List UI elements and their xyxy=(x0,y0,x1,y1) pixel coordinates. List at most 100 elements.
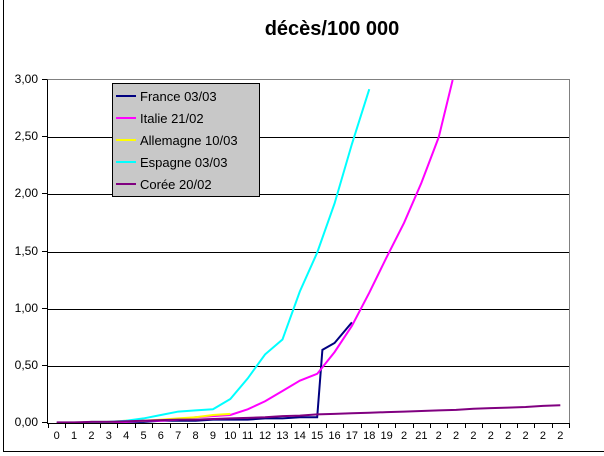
series-line-france xyxy=(57,322,352,423)
legend-item: France 03/03 xyxy=(116,85,259,107)
y-tick-label: 1,00 xyxy=(14,300,38,315)
y-tick-mark xyxy=(42,364,47,366)
x-tick-mark xyxy=(169,423,171,428)
x-tick-label: 10 xyxy=(224,430,237,442)
x-tick-label: 2 xyxy=(539,430,546,442)
x-tick-mark xyxy=(516,423,518,428)
x-tick-label: 2 xyxy=(470,430,477,442)
x-tick-label: 4 xyxy=(123,430,130,442)
x-tick-mark xyxy=(82,423,84,428)
y-tick-label: 3,00 xyxy=(14,72,38,86)
legend-swatch xyxy=(116,183,136,185)
x-tick-label: 6 xyxy=(157,430,164,442)
y-tick-mark xyxy=(42,422,47,423)
x-tick-label: 2 xyxy=(400,430,408,442)
gridline xyxy=(48,137,569,139)
x-tick-label: 15 xyxy=(311,430,324,442)
x-tick-mark xyxy=(343,423,345,428)
legend-swatch xyxy=(116,95,136,97)
x-tick-label: 5 xyxy=(140,430,147,442)
gridline xyxy=(48,365,569,367)
legend-swatch xyxy=(116,117,136,119)
x-tick-label: 16 xyxy=(328,430,341,442)
x-tick-label: 18 xyxy=(363,430,376,442)
x-tick-label: 2 xyxy=(505,430,512,442)
legend-item: Espagne 03/03 xyxy=(116,151,259,173)
x-tick-label: 2 xyxy=(522,430,529,442)
legend: France 03/03 Italie 21/02 Allemagne 10/03 E… xyxy=(112,83,260,197)
legend-item: Corée 20/02 xyxy=(116,173,259,195)
x-tick-label: 21 xyxy=(415,430,428,442)
legend-item: Allemagne 10/03 xyxy=(116,129,259,151)
x-tick-mark xyxy=(551,423,553,428)
x-tick-mark xyxy=(482,423,484,428)
gridline xyxy=(48,194,569,196)
x-tick-label: 14 xyxy=(293,430,306,442)
x-tick-mark xyxy=(360,423,362,428)
x-tick-label: 11 xyxy=(242,430,254,442)
legend-swatch xyxy=(116,161,136,163)
gridline xyxy=(48,251,569,253)
x-tick-mark xyxy=(447,423,449,428)
legend-label: Corée 20/02 xyxy=(140,176,212,192)
legend-label: Italie 21/02 xyxy=(140,110,204,126)
x-tick-label: 2 xyxy=(453,430,460,442)
chart-border xyxy=(3,0,604,452)
x-tick-mark xyxy=(534,423,536,428)
legend-item: Italie 21/02 xyxy=(116,107,259,129)
x-tick-mark xyxy=(152,423,154,428)
y-tick-label: 2,50 xyxy=(14,129,38,144)
legend-swatch xyxy=(116,139,136,141)
x-tick-mark xyxy=(464,423,466,428)
x-tick-mark xyxy=(239,423,241,428)
x-tick-label: 2 xyxy=(487,430,494,442)
x-tick-mark xyxy=(499,423,501,428)
series-line-corée xyxy=(57,405,561,422)
x-tick-label: 8 xyxy=(192,430,199,442)
y-tick-label: 0,00 xyxy=(14,415,38,429)
x-tick-label: 2 xyxy=(557,430,564,442)
x-tick-label: 7 xyxy=(175,430,182,442)
x-tick-mark xyxy=(377,423,379,428)
y-tick-mark xyxy=(42,193,47,195)
y-tick-label: 2,00 xyxy=(14,186,38,201)
x-tick-label: 12 xyxy=(258,430,272,442)
x-tick-mark xyxy=(273,423,275,428)
x-tick-mark xyxy=(65,423,67,428)
x-tick-mark xyxy=(117,423,119,428)
x-tick-label: 1 xyxy=(70,430,78,442)
series-lines xyxy=(48,80,569,423)
x-tick-label: 2 xyxy=(88,430,95,442)
x-tick-mark xyxy=(204,423,206,428)
x-tick-label: 19 xyxy=(380,430,393,442)
gridline xyxy=(48,308,569,310)
x-tick-mark xyxy=(308,423,310,428)
x-tick-label: 13 xyxy=(276,430,289,442)
legend-list: France 03/03 Italie 21/02 Allemagne 10/03 E… xyxy=(113,84,259,195)
x-tick-label: 3 xyxy=(105,430,112,442)
x-tick-mark xyxy=(430,423,432,428)
chart-title: décès/100 000 xyxy=(264,18,400,40)
x-tick-mark xyxy=(325,423,327,428)
x-tick-label: 2 xyxy=(435,430,442,442)
y-tick-mark xyxy=(42,136,47,138)
legend-label: Allemagne 10/03 xyxy=(140,132,238,148)
x-tick-mark xyxy=(100,423,102,428)
y-tick-label: 1,50 xyxy=(14,243,38,258)
x-tick-mark xyxy=(412,423,414,428)
x-tick-mark xyxy=(395,423,397,428)
x-tick-mark xyxy=(569,423,570,428)
x-tick-mark xyxy=(134,423,136,428)
y-tick-label: 0,50 xyxy=(14,357,38,372)
x-tick-label: 0 xyxy=(53,430,60,442)
legend-label: Espagne 03/03 xyxy=(140,154,228,170)
y-tick-mark xyxy=(42,250,47,252)
x-tick-label: 9 xyxy=(209,430,217,442)
y-tick-mark xyxy=(42,79,47,80)
x-tick-label: 17 xyxy=(345,430,359,442)
y-tick-mark xyxy=(42,307,47,309)
x-tick-mark xyxy=(291,423,293,428)
x-tick-mark xyxy=(48,423,49,428)
x-tick-mark xyxy=(186,423,188,428)
